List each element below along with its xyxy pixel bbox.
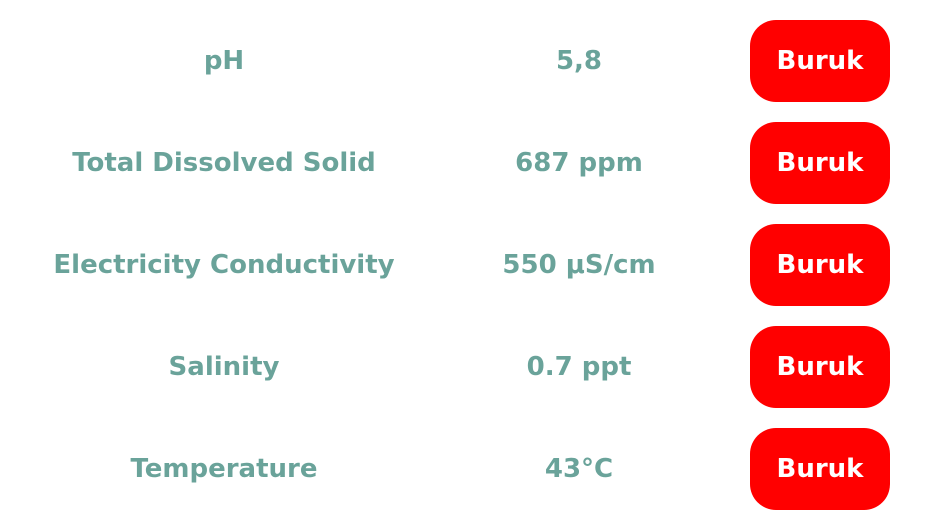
status-badge[interactable]: Buruk [750,224,890,306]
status-badge[interactable]: Buruk [750,20,890,102]
parameter-label: Electricity Conductivity [53,250,395,280]
table-row-total-dissolved-solid: Total Dissolved Solid 687 ppm Buruk [0,122,930,204]
parameter-label: pH [203,46,245,76]
parameter-value: 550 μS/cm [502,250,656,280]
parameter-label: Temperature [130,454,318,484]
status-badge[interactable]: Buruk [750,428,890,510]
table-row-ph: pH 5,8 Buruk [0,20,930,102]
status-badge[interactable]: Buruk [750,326,890,408]
parameter-value: 687 ppm [515,148,643,178]
parameter-value: 0.7 ppt [526,352,632,382]
table-row-temperature: Temperature 43°C Buruk [0,428,930,510]
table-row-electricity-conductivity: Electricity Conductivity 550 μS/cm Buruk [0,224,930,306]
parameter-value: 43°C [544,454,614,484]
parameter-value: 5,8 [555,46,603,76]
status-badge[interactable]: Buruk [750,122,890,204]
table-row-salinity: Salinity 0.7 ppt Buruk [0,326,930,408]
parameter-label: Total Dissolved Solid [72,148,376,178]
parameter-label: Salinity [168,352,280,382]
